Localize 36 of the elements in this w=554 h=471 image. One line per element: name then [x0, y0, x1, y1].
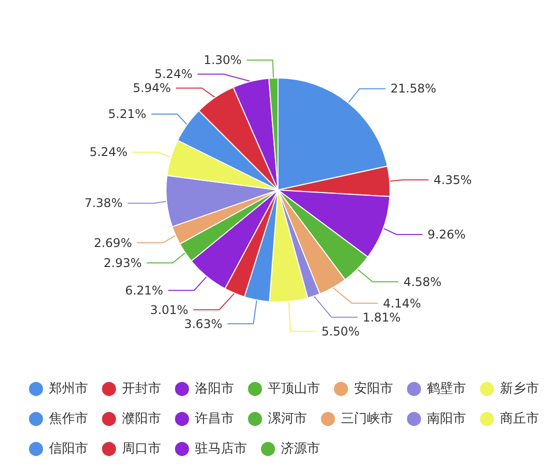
legend-label: 安阳市 [354, 380, 393, 396]
data-label: 2.93% [104, 256, 142, 270]
data-label: 21.58% [390, 82, 436, 96]
legend-label: 新乡市 [500, 382, 539, 396]
legend-label: 开封市 [122, 382, 161, 396]
data-label: 5.50% [321, 324, 360, 338]
legend-label: 焦作市 [49, 412, 88, 426]
data-label: 9.26% [428, 227, 466, 242]
data-label: 3.01% [150, 302, 188, 317]
legend-label: 商丘市 [500, 412, 539, 426]
data-label: 6.21% [125, 283, 164, 298]
legend-label: 三门峡市 [341, 410, 393, 426]
legend-label: 鹤壁市 [427, 382, 466, 396]
legend-label: 南阳市 [427, 412, 466, 426]
legend-label: 信阳市 [49, 442, 88, 456]
legend-label: 周口市 [122, 442, 161, 456]
data-label: 4.35% [434, 172, 472, 187]
data-label: 5.21% [108, 107, 146, 122]
legend-label: 濮阳市 [122, 412, 161, 426]
data-label: 5.24% [154, 67, 193, 82]
legend-label: 济源市 [281, 442, 320, 456]
legend-label: 漯河市 [268, 412, 307, 426]
data-label: 3.63% [184, 316, 222, 331]
legend-label: 许昌市 [195, 412, 234, 426]
legend-label: 平顶山市 [268, 382, 320, 396]
data-label: 4.14% [382, 296, 422, 310]
data-label: 7.38% [84, 196, 123, 210]
legend-label: 洛阳市 [195, 382, 234, 396]
data-label: 5.24% [89, 145, 128, 160]
data-label: 5.94% [132, 81, 171, 96]
data-label: 4.58% [403, 274, 442, 289]
legend-label: 郑州市 [49, 382, 88, 396]
data-label: 2.69% [94, 236, 132, 250]
data-label: 1.30% [204, 53, 242, 68]
legend-label: 驻马店市 [195, 440, 247, 456]
data-label: 1.81% [362, 310, 401, 324]
